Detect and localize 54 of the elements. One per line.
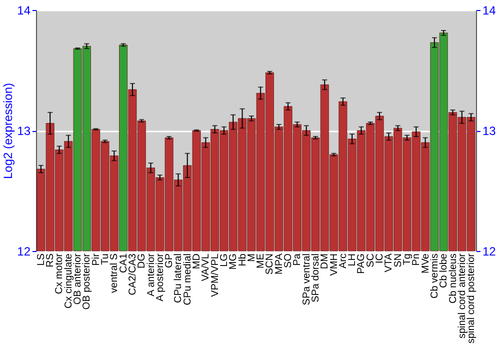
- x-tick-label: MPA: [274, 253, 285, 274]
- x-tick-label: SO: [283, 253, 294, 268]
- x-tick-label: LS: [36, 253, 47, 266]
- x-tick-label: spinal cord anterior: [456, 252, 468, 339]
- x-tick-label: LH: [347, 254, 358, 266]
- x-tick-label: VMH: [328, 254, 340, 276]
- x-tick-label: RS: [45, 253, 56, 268]
- x-tick-label: M: [246, 254, 258, 262]
- x-tick-label: SPa ventral: [301, 254, 312, 306]
- y-axis-title: Log2 (expression): [1, 82, 16, 180]
- x-tick-label: VA/VL: [200, 253, 212, 282]
- x-tick-label: GP: [164, 253, 176, 268]
- x-tick-label: Tg: [402, 254, 413, 266]
- y2-tick-label: 14: [482, 4, 496, 18]
- x-tick-label: CA1: [118, 253, 130, 273]
- y2-tick-label: 12: [482, 244, 496, 258]
- x-tick-label: SCN: [264, 254, 276, 275]
- x-tick-label: spinal cord posterior: [466, 252, 478, 344]
- x-tick-label: Hb: [237, 253, 248, 266]
- x-tick-label: SPa dorsal: [310, 254, 322, 302]
- y-tick-label: 12: [17, 244, 31, 258]
- x-tick-label: Cx cingulate: [63, 253, 74, 309]
- x-tick-label: IC: [374, 254, 386, 264]
- x-tick-label: Arc: [338, 254, 349, 268]
- x-tick-label: OB posterior: [82, 252, 93, 310]
- y-tick-label: 14: [17, 4, 31, 18]
- x-tick-label: DG: [136, 253, 148, 268]
- x-tick-label: CA2/CA3: [127, 253, 138, 296]
- x-tick-label: ventral S: [109, 253, 120, 293]
- x-tick-label: Pa: [292, 253, 304, 266]
- x-tick-label: PAG: [356, 253, 368, 274]
- x-tick-label: VPM/VPL: [210, 253, 221, 297]
- x-tick-label: MVe: [420, 253, 432, 274]
- x-tick-label: VTA: [384, 253, 395, 272]
- x-tick-label: Cb lobe: [438, 253, 450, 288]
- x-tick-label: A anterior: [146, 252, 157, 296]
- x-tick-label: SN: [392, 254, 404, 268]
- x-tick-label: SC: [365, 254, 376, 268]
- y-tick-label: 13: [17, 124, 31, 138]
- x-tick-label: Tu: [100, 254, 111, 265]
- x-tick-label: Cx motor: [54, 252, 66, 294]
- x-tick-label: Cb vermis: [429, 254, 440, 299]
- x-tick-label: Pn: [411, 254, 422, 266]
- x-tick-label: DM: [320, 254, 331, 270]
- x-tick-label: CPu lateral: [173, 254, 184, 303]
- x-tick-label: MG: [228, 253, 240, 270]
- x-tick-label: OB anterior: [72, 252, 84, 305]
- x-tick-label: Cb nucleus: [448, 254, 459, 304]
- x-tick-label: A posterior: [154, 252, 166, 302]
- x-tick-label: LG: [218, 253, 230, 267]
- x-tick-label: ME: [256, 253, 267, 268]
- x-tick-label: CPu medial: [182, 254, 194, 306]
- x-tick-label: Pir: [90, 252, 102, 266]
- y2-tick-label: 13: [482, 124, 496, 138]
